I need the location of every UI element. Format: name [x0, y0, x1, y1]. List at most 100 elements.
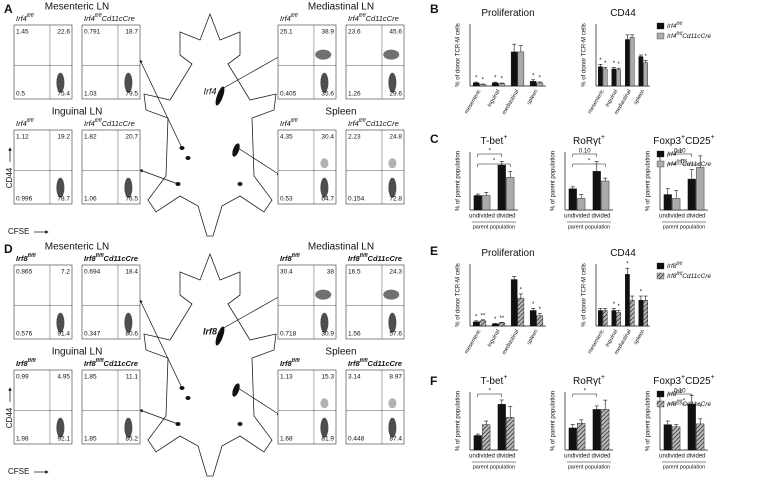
plot-label: Irf4fl/fl [280, 118, 298, 128]
cell-cloud [124, 312, 133, 333]
text-part: CD25 [685, 376, 711, 387]
cell-cloud [320, 312, 329, 333]
text-part: RoRγt [573, 136, 601, 147]
quadrant-value: 72.8 [389, 196, 402, 203]
lymph-node [232, 143, 240, 157]
quadrant-value: 24.3 [389, 269, 402, 276]
text-part: fl/fl [360, 358, 368, 364]
text-part: fl/fl [292, 358, 300, 364]
plot-label: Irf8fl/fl [16, 253, 36, 263]
bar [629, 299, 635, 327]
text-part: Irf8 [16, 359, 29, 368]
text-part: Irf4 [16, 14, 27, 23]
significance: * [626, 262, 629, 268]
chart-title: Proliferation [481, 248, 534, 259]
significance: * [539, 76, 542, 82]
cell-cloud [320, 158, 329, 169]
significance: * [532, 302, 535, 308]
legend-swatch [656, 160, 665, 168]
panel-label: B [430, 2, 439, 16]
x-axis-label: parent population [473, 224, 516, 230]
bar [592, 171, 601, 211]
chart-title: CD44 [610, 248, 636, 259]
bar [687, 404, 696, 451]
text-part: + [601, 374, 605, 381]
arrow [139, 169, 179, 185]
significance: * [520, 288, 523, 294]
text-part: fl/fl [676, 399, 683, 404]
plot-label: Irf8fl/flCd11cCre [348, 358, 402, 368]
cell-cloud [388, 177, 397, 198]
text-part: fl/fl [359, 118, 367, 124]
plot-label: Irf8fl/fl [16, 358, 36, 368]
x-tick-label: inguinal [487, 329, 502, 348]
text-part: Cd11cCre [102, 119, 135, 128]
quadrant-value: 1.45 [16, 29, 29, 36]
bar [491, 323, 499, 327]
bracket-label: ns [681, 159, 687, 165]
x-tick-label: mediastinal [501, 89, 520, 116]
bar [663, 424, 672, 451]
quadrant-value: 16.5 [348, 269, 361, 276]
text-part: Irf4 [667, 151, 677, 158]
arrow [139, 409, 179, 425]
quadrant-value: 0.694 [84, 269, 101, 276]
text-part: fl/fl [95, 13, 103, 19]
quadrant-value: 20.7 [125, 134, 138, 141]
x-tick-label: spleen [633, 89, 646, 106]
bar [601, 409, 610, 451]
quadrant-value: 0.99 [16, 374, 29, 381]
bar [568, 427, 577, 451]
chart-title: T-bet+ [481, 134, 508, 146]
text-part: fl/fl [676, 21, 683, 26]
x-tick-label: undivided [564, 454, 590, 460]
bar [601, 180, 610, 211]
bar [491, 82, 499, 87]
x-tick-label: mesenteric [587, 89, 606, 116]
gene-label: Irf4 [203, 86, 216, 96]
bar [536, 82, 544, 87]
quadrant-value: 87.4 [389, 436, 402, 443]
y-axis-label: % of donor TCR-M cells [456, 23, 462, 87]
bar [663, 194, 672, 211]
x-axis-label: CFSE [8, 227, 29, 236]
legend-label: Irf4fl/fl [667, 149, 683, 158]
text-part: fl/fl [291, 13, 299, 19]
quadrant-value: 24.8 [389, 134, 402, 141]
group-title: Mesenteric LN [45, 242, 109, 253]
bracket [572, 393, 598, 397]
x-tick-label: spleen [526, 329, 539, 346]
text-part: + [681, 374, 685, 381]
text-part: + [711, 134, 715, 141]
text-part: fl/fl [676, 261, 683, 266]
panel-label: D [4, 242, 13, 256]
bar [672, 426, 681, 451]
bar [638, 56, 644, 87]
quadrant-value: 18.7 [125, 29, 138, 36]
quadrant-value: 8.97 [389, 374, 402, 381]
text-part: Irf4 [280, 14, 291, 23]
bar [498, 322, 506, 327]
bracket-label: * [493, 159, 496, 165]
text-part: fl/fl [96, 253, 104, 259]
significance: * [644, 54, 647, 60]
quadrant-value: 1.82 [84, 134, 97, 141]
lymph-node [237, 422, 243, 426]
x-axis-label: parent population [663, 224, 706, 230]
quadrant-value: 25.1 [280, 29, 293, 36]
quadrant-value: 18.4 [125, 269, 138, 276]
quadrant-value: 85.2 [125, 436, 138, 443]
quadrant-value: 1.68 [280, 436, 293, 443]
x-axis-label: CFSE [8, 467, 29, 476]
panel-label: A [4, 2, 13, 16]
bar [577, 198, 586, 211]
cell-cloud [124, 177, 133, 198]
legend-label: Irf8fl/fl [667, 389, 683, 398]
text-part: Irf4 [84, 14, 95, 23]
arrow [139, 59, 183, 149]
bracket-label: * [489, 149, 492, 155]
lymph-node [232, 383, 240, 397]
arrow [139, 299, 183, 389]
text-part: Irf8 [667, 391, 677, 398]
quadrant-value: 0.576 [16, 331, 33, 338]
